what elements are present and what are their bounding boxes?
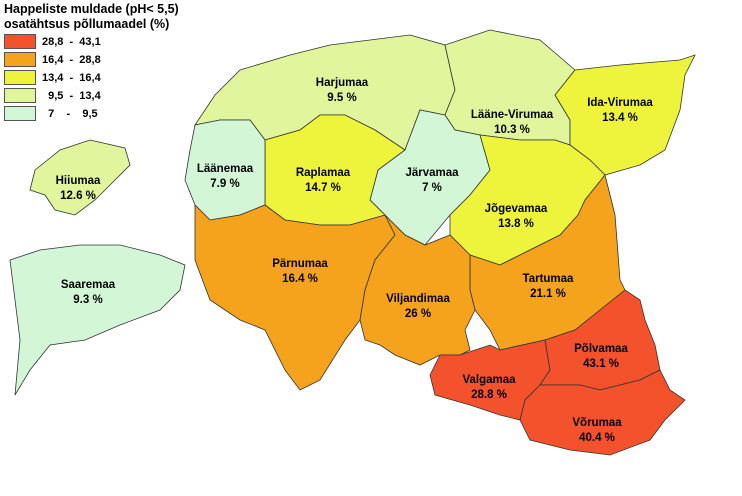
county-hiiumaa: Hiiumaa 12.6 % — [29, 139, 131, 216]
county-name: Põlvamaa — [574, 343, 628, 355]
county-name: Lääne-Virumaa — [471, 109, 554, 121]
county-tartumaa: Tartumaa 21.1 % — [469, 174, 626, 351]
county-name: Valgamaa — [462, 374, 516, 386]
legend-item: 7 - 9,5 — [4, 105, 179, 122]
county-põlvamaa: Põlvamaa 43.1 % — [539, 289, 661, 391]
legend-range: 28,8 - 43,1 — [42, 35, 101, 48]
county-saaremaa: Saaremaa 9.3 % — [9, 244, 186, 396]
county-name: Tartumaa — [523, 273, 575, 285]
county-name: Ida-Virumaa — [587, 97, 653, 109]
legend-item: 13,4 - 16,4 — [4, 69, 179, 86]
county-lääne-virumaa: Lääne-Virumaa 10.3 % — [444, 29, 576, 146]
legend-swatch — [4, 52, 36, 67]
legend-range: 9,5 - 13,4 — [42, 89, 101, 102]
county-name: Läänemaa — [197, 163, 254, 175]
county-name: Harjumaa — [316, 77, 369, 89]
legend-title-line1: Happeliste muldade (pH< 5,5) — [4, 2, 179, 16]
county-shape — [519, 369, 686, 456]
county-shape — [469, 174, 626, 351]
county-name: Võrumaa — [572, 417, 622, 429]
legend-swatch — [4, 34, 36, 49]
county-name: Pärnumaa — [272, 258, 328, 270]
county-value: 12.6 % — [60, 190, 96, 202]
county-valgamaa: Valgamaa 28.8 % — [429, 339, 551, 421]
county-viljandimaa: Viljandimaa 26 % — [359, 214, 476, 366]
county-value: 40.4 % — [579, 432, 615, 444]
legend-range: 16,4 - 28,8 — [42, 53, 101, 66]
legend-swatch — [4, 70, 36, 85]
county-raplamaa: Raplamaa 14.7 % — [264, 114, 406, 226]
county-name: Jõgevamaa — [485, 203, 548, 215]
county-value: 7.9 % — [210, 178, 239, 190]
county-value: 21.1 % — [530, 288, 566, 300]
legend-range: 13,4 - 16,4 — [42, 71, 101, 84]
county-shape — [9, 244, 186, 396]
county-value: 10.3 % — [494, 124, 530, 136]
county-shape — [29, 139, 131, 216]
legend-swatch — [4, 88, 36, 103]
county-value: 28.8 % — [471, 389, 507, 401]
county-shape — [554, 54, 696, 176]
county-value: 14.7 % — [305, 182, 341, 194]
county-value: 43.1 % — [583, 358, 619, 370]
county-name: Järvamaa — [405, 167, 459, 179]
legend-swatch — [4, 106, 36, 121]
county-järvamaa: Järvamaa 7 % — [369, 109, 491, 246]
county-value: 9.3 % — [73, 294, 102, 306]
county-ida-virumaa: Ida-Virumaa 13.4 % — [554, 54, 696, 176]
county-value: 26 % — [405, 308, 431, 320]
county-name: Hiiumaa — [56, 175, 101, 187]
county-name: Saaremaa — [61, 279, 116, 291]
county-value: 13.4 % — [602, 112, 638, 124]
legend: Happeliste muldade (pH< 5,5) osatähtsus … — [4, 2, 179, 122]
county-võrumaa: Võrumaa 40.4 % — [519, 369, 686, 456]
legend-item: 16,4 - 28,8 — [4, 51, 179, 68]
county-läänemaa: Läänemaa 7.9 % — [184, 119, 266, 221]
legend-item: 28,8 - 43,1 — [4, 33, 179, 50]
county-value: 7 % — [422, 182, 442, 194]
county-value: 9.5 % — [327, 92, 356, 104]
legend-title-line2: osatähtsus põllumaadel (%) — [4, 17, 170, 31]
legend-range: 7 - 9,5 — [42, 107, 98, 120]
county-name: Viljandimaa — [386, 293, 450, 305]
legend-item: 9,5 - 13,4 — [4, 87, 179, 104]
county-value: 13.8 % — [498, 218, 534, 230]
county-name: Raplamaa — [296, 167, 351, 179]
county-value: 16.4 % — [282, 273, 318, 285]
